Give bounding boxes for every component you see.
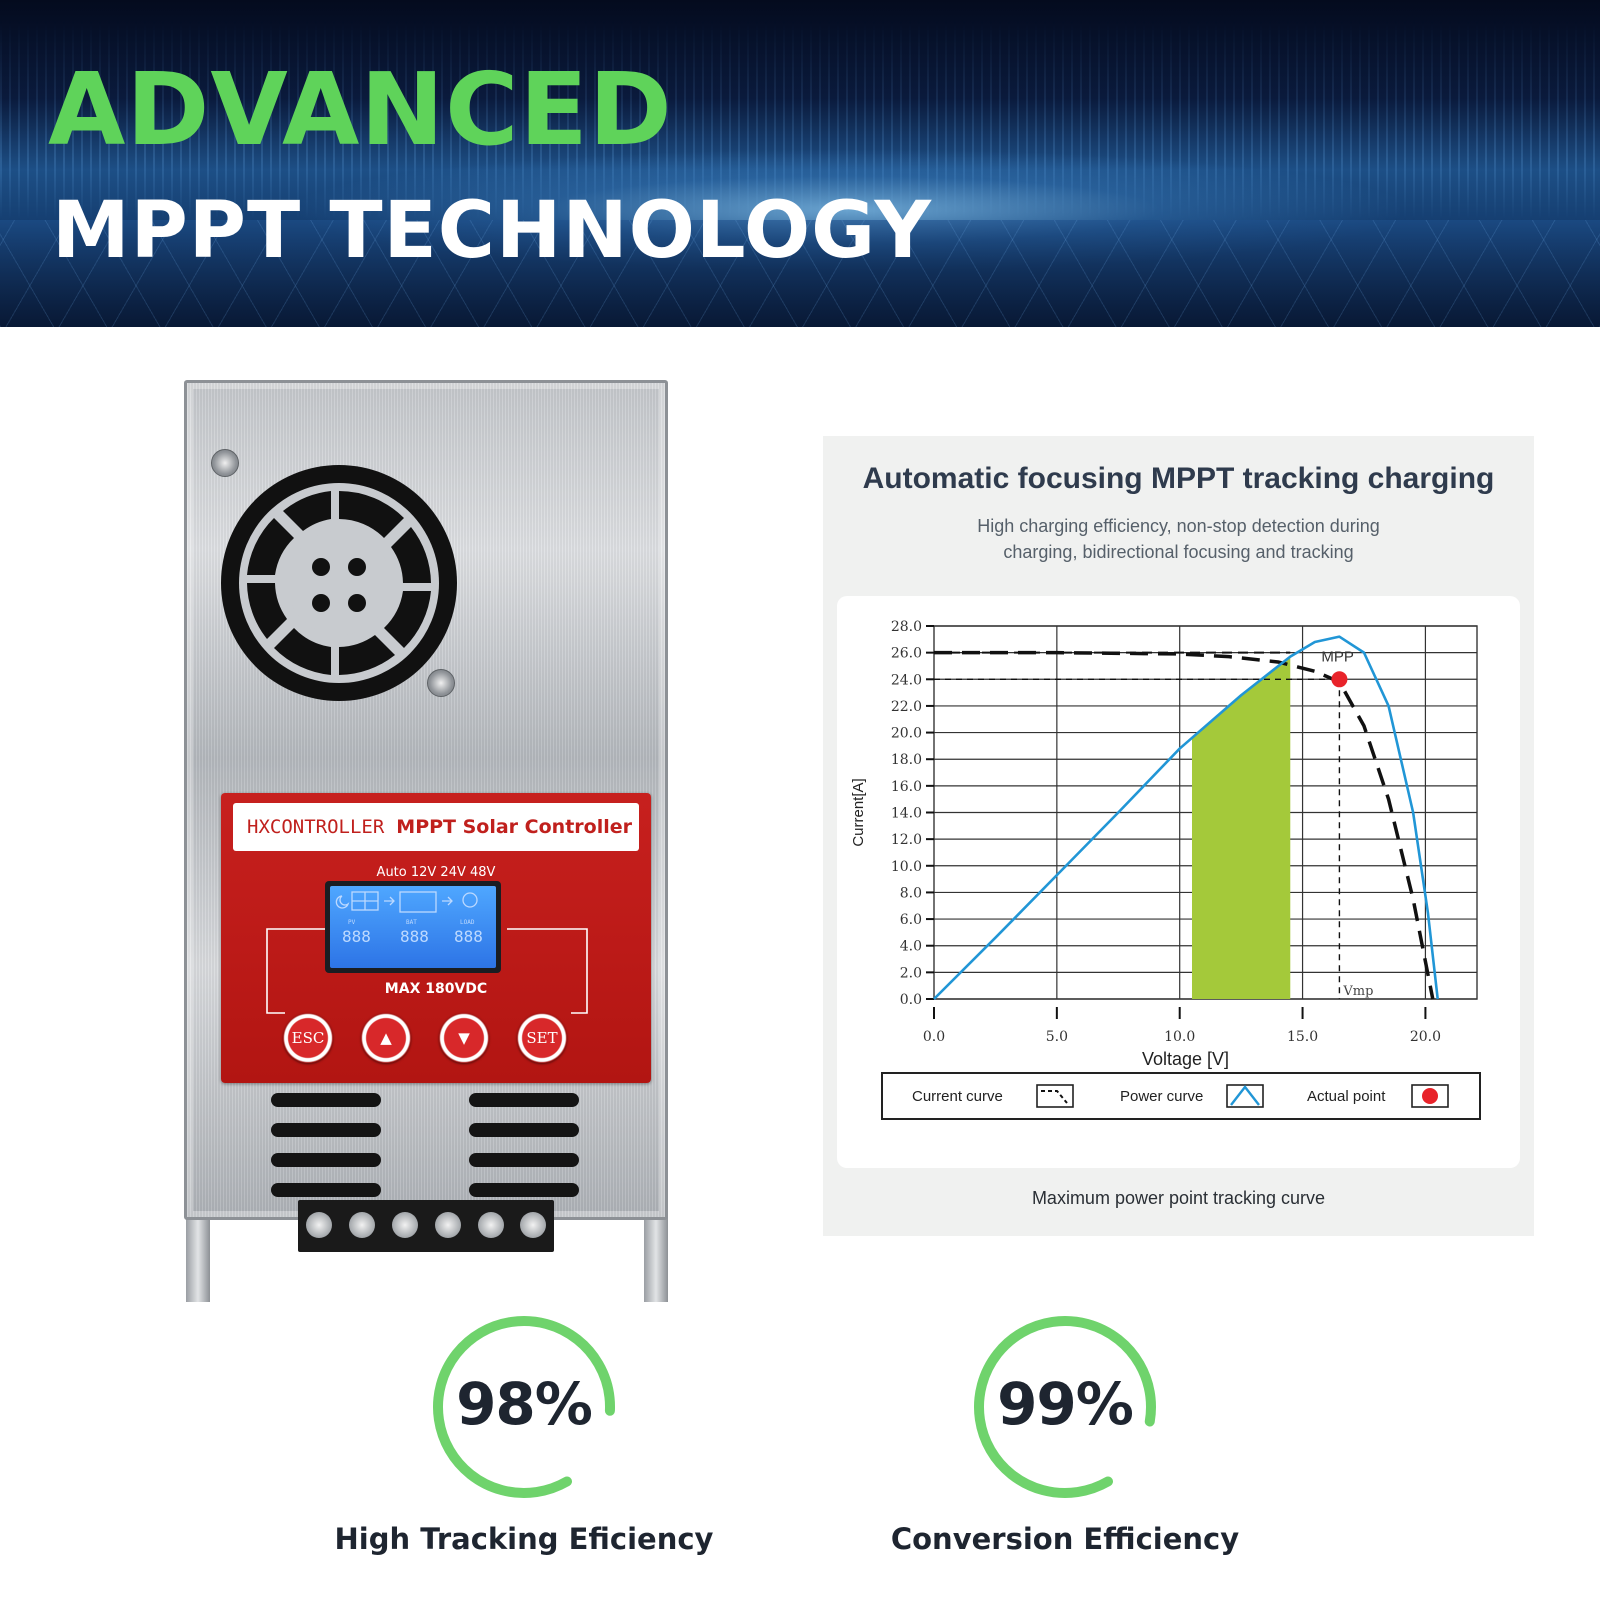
y-tick-label: 26.0 [891,646,922,662]
legend-current-icon [1041,1090,1068,1104]
esc-button[interactable]: ESC [283,1013,333,1063]
y-tick-label: 2.0 [900,965,922,981]
svg-text:BAT: BAT [406,919,417,926]
svg-text:PV: PV [348,919,356,926]
terminal-screw-icon [392,1212,418,1238]
x-tick-label: 0.0 [923,1029,945,1045]
svg-text:888: 888 [400,927,429,946]
legend-swatch [1036,1084,1074,1108]
chart-card-title: Automatic focusing MPPT tracking chargin… [862,462,1495,495]
mppt-chart-card: Automatic focusing MPPT tracking chargin… [823,436,1534,1236]
mpp-point [1331,671,1348,688]
vent-slot [271,1153,381,1167]
conversion-efficiency-label: Conversion Efficiency [890,1522,1240,1556]
vent-slot [469,1153,579,1167]
y-tick-label: 16.0 [891,779,922,795]
down-button[interactable]: ▼ [439,1013,489,1063]
product-name: MPPT Solar Controller [396,816,632,838]
voltage-modes-label: Auto 12V 24V 48V [376,865,496,880]
tracking-efficiency-gauge: 98% [429,1312,619,1502]
y-axis-label: Current[A] [850,778,867,846]
mpp-label: MPP [1321,648,1354,665]
gauge-value: 99% [997,1370,1134,1438]
series-power-curve [933,635,1439,1000]
banner-grid-floor [0,220,1600,327]
x-axis-label: Voltage [V] [1142,1049,1229,1069]
mppt-chart: 0.0 2.0 4.0 6.0 8.0 10.0 12.0 14.0 16.0 18.0 20.0 2… [850,619,1481,1120]
lcd-screen: PV BAT LOAD 888 888 888 [330,886,496,968]
y-tick-label: 8.0 [900,885,922,901]
legend-power-icon [1230,1085,1260,1106]
vent-slot [469,1093,579,1107]
y-tick-label: 0.0 [900,992,922,1008]
device-enclosure: HXCONTROLLER MPPT Solar Controller Auto … [184,380,668,1220]
svg-text:888: 888 [342,927,371,946]
gauge-arc [433,1316,615,1498]
y-tick-label: 18.0 [891,752,922,768]
y-tick-label: 12.0 [891,832,922,848]
x-tick-label: 5.0 [1046,1029,1068,1045]
vent-slot [271,1183,381,1197]
y-tick-label: 4.0 [900,939,922,955]
legend-item-label: Current curve [912,1088,1003,1105]
terminal-screw-icon [349,1212,375,1238]
terminal-screw-icon [520,1212,546,1238]
max-input-voltage-label: MAX 180VDC [384,981,488,997]
svg-text:888: 888 [454,927,483,946]
chart-plot-box: 0.0 2.0 4.0 6.0 8.0 10.0 12.0 14.0 16.0 18.0 20.0 2… [837,596,1520,1168]
gauge-arc [974,1316,1156,1498]
vent-slot [469,1183,579,1197]
y-tick-label: 28.0 [891,619,922,635]
control-panel: HXCONTROLLER MPPT Solar Controller Auto … [221,793,651,1083]
svg-text:LOAD: LOAD [460,919,475,926]
legend-swatch [1226,1084,1264,1108]
chart-card-subtitle-line1: High charging efficiency, non-stop detec… [977,516,1380,536]
conversion-efficiency-gauge: 99% [970,1312,1160,1502]
legend-box [881,1072,1481,1120]
lcd-display: PV BAT LOAD 888 888 888 [325,881,501,973]
screw-icon [211,449,239,477]
header-banner: ADVANCED MPPT TECHNOLOGY [0,0,1600,327]
chart-caption: Maximum power point tracking curve [1031,1188,1326,1208]
legend-item-label: Actual point [1307,1088,1386,1105]
wiring-terminal-block [298,1200,554,1252]
banner-title-advanced: ADVANCED [48,51,673,168]
cooling-fan-icon [221,465,457,701]
terminal-screw-icon [478,1212,504,1238]
lcd-icons: PV BAT LOAD 888 888 888 [335,891,483,946]
x-tick-label: 20.0 [1410,1029,1441,1045]
panel-nameplate: HXCONTROLLER MPPT Solar Controller [233,803,639,851]
vmp-label: Vmp [1342,984,1373,999]
up-button[interactable]: ▲ [361,1013,411,1063]
vent-slot [271,1093,381,1107]
mppt-controller-photo: HXCONTROLLER MPPT Solar Controller Auto … [178,372,676,1304]
gauge-value: 98% [456,1370,593,1438]
series-current-curve [934,650,1435,1000]
terminal-screw-icon [435,1212,461,1238]
panel-circuit-lines [266,928,588,1014]
vent-slot [469,1123,579,1137]
chart-card-subtitle-line2: charging, bidirectional focusing and tra… [1003,542,1354,562]
tracking-efficiency-label: High Tracking Eficiency [334,1522,714,1556]
legend-item-label: Power curve [1120,1088,1203,1105]
x-tick-label: 15.0 [1287,1029,1318,1045]
y-tick-label: 22.0 [891,699,922,715]
x-tick-label: 10.0 [1164,1029,1195,1045]
vent-slot [271,1123,381,1137]
y-tick-label: 20.0 [891,726,922,742]
terminal-screw-icon [306,1212,332,1238]
y-tick-label: 6.0 [900,912,922,928]
banner-title-mppt-technology: MPPT TECHNOLOGY [52,186,932,276]
highlight-region [1191,656,1291,999]
screw-icon [427,669,455,697]
legend-point-icon [1422,1088,1438,1104]
brand-logo-text: HXCONTROLLER [247,816,385,838]
y-tick-label: 24.0 [891,672,922,688]
set-button[interactable]: SET [517,1013,567,1063]
y-tick-label: 14.0 [891,806,922,822]
y-tick-label: 10.0 [891,859,922,875]
